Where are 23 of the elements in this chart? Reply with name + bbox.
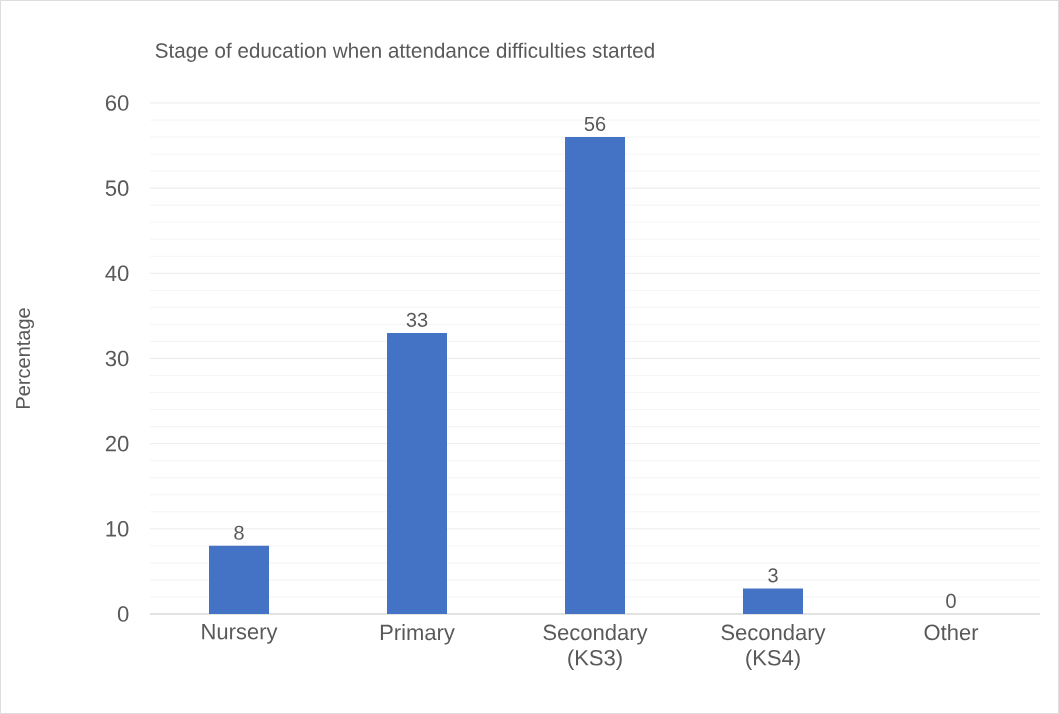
x-tick-label: Primary [380,624,455,645]
y-tick-label: 60 [105,95,129,111]
data-label: 0 [946,593,956,608]
x-tick-label: Other [924,624,979,641]
data-label: 33 [406,312,428,327]
bar [743,588,804,614]
y-tick-label: 10 [106,521,129,537]
data-label: 56 [584,116,606,132]
data-label: 3 [768,568,778,583]
y-tick-label: 50 [105,180,129,196]
data-label: 8 [234,525,244,540]
bar [209,545,269,614]
chart-title: Stage of education when attendance difficulties started [155,42,654,62]
y-tick-label: 20 [105,435,129,452]
y-tick-label: 0 [117,606,129,622]
y-tick-label: 40 [105,265,129,282]
x-tick-label: Secondary (KS4) [721,624,826,670]
x-tick-label: Secondary (KS3) [543,624,648,670]
bar [387,332,448,614]
y-axis-title: Percentage [16,308,35,409]
bar [565,137,625,614]
y-tick-label: 30 [105,350,129,367]
x-tick-label: Nursery [202,624,278,644]
